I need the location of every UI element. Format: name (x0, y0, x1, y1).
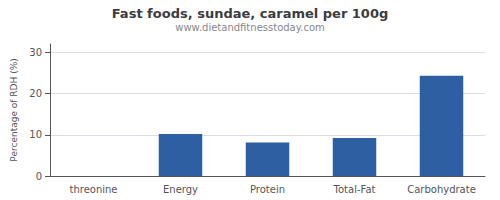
svg-text:30: 30 (29, 47, 42, 58)
svg-text:20: 20 (29, 88, 42, 99)
svg-text:Percentage of RDH (%): Percentage of RDH (%) (9, 58, 19, 161)
svg-text:www.dietandfitnesstoday.com: www.dietandfitnesstoday.com (175, 22, 324, 33)
svg-text:threonine: threonine (69, 184, 117, 195)
svg-text:Energy: Energy (163, 184, 198, 195)
svg-text:0: 0 (36, 171, 42, 182)
svg-text:Carbohydrate: Carbohydrate (407, 184, 476, 195)
svg-text:10: 10 (29, 129, 42, 140)
svg-text:Protein: Protein (250, 184, 285, 195)
svg-text:Fast foods, sundae, caramel pe: Fast foods, sundae, caramel per 100g (112, 6, 389, 21)
svg-text:Total-Fat: Total-Fat (333, 184, 376, 195)
